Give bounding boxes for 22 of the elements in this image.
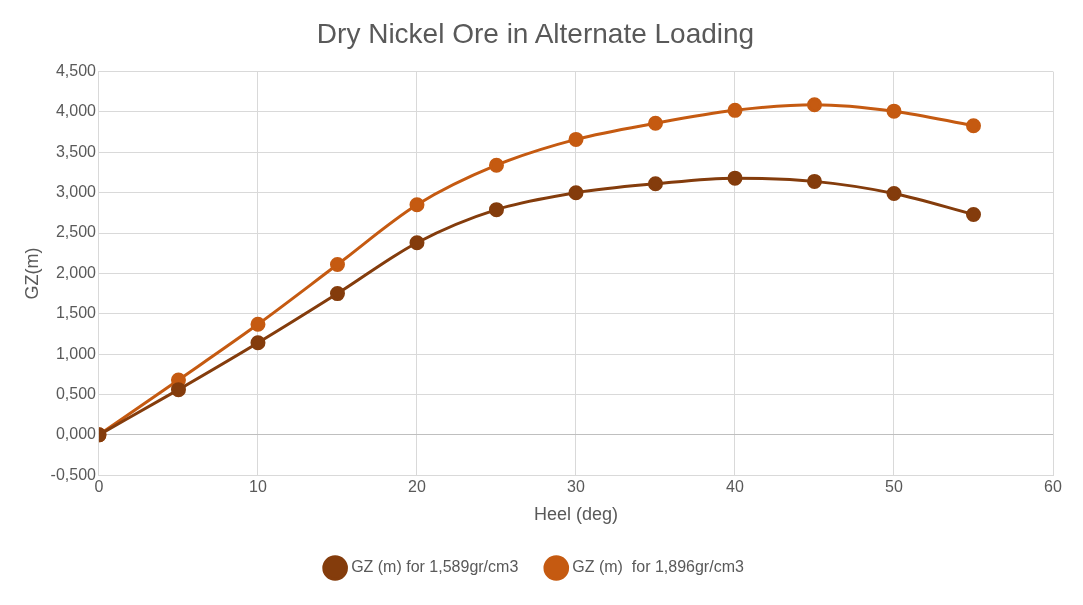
y-tick-label: 2,500	[55, 223, 97, 241]
x-tick-label: 0	[94, 478, 104, 496]
y-tick-label: 2,000	[55, 263, 97, 281]
x-tick-label: 20	[408, 478, 426, 496]
y-tick-label: 0,500	[55, 384, 97, 402]
legend-label: GZ (m) for 1,896gr/cm3	[572, 558, 744, 576]
y-tick-label: 4,000	[55, 102, 97, 120]
y-tick-label: 1,000	[55, 344, 97, 362]
y-tick-label: 0,000	[55, 425, 97, 443]
legend-label: GZ (m) for 1,589gr/cm3	[351, 558, 519, 576]
x-tick-label: 40	[726, 478, 744, 496]
x-tick-label: 10	[249, 478, 267, 496]
x-tick-label: 30	[567, 478, 585, 496]
x-axis-title: Heel (deg)	[533, 504, 619, 525]
chart-title: Dry Nickel Ore in Alternate Loading	[316, 17, 755, 49]
y-tick-label: 1,500	[55, 304, 97, 322]
x-tick-label: 50	[885, 478, 903, 496]
y-tick-label: 3,500	[55, 142, 97, 160]
y-axis-title: GZ(m)	[21, 247, 42, 300]
y-tick-label: 4,500	[55, 62, 97, 80]
x-tick-label: 60	[1044, 478, 1062, 496]
y-tick-label: 3,000	[55, 183, 97, 201]
